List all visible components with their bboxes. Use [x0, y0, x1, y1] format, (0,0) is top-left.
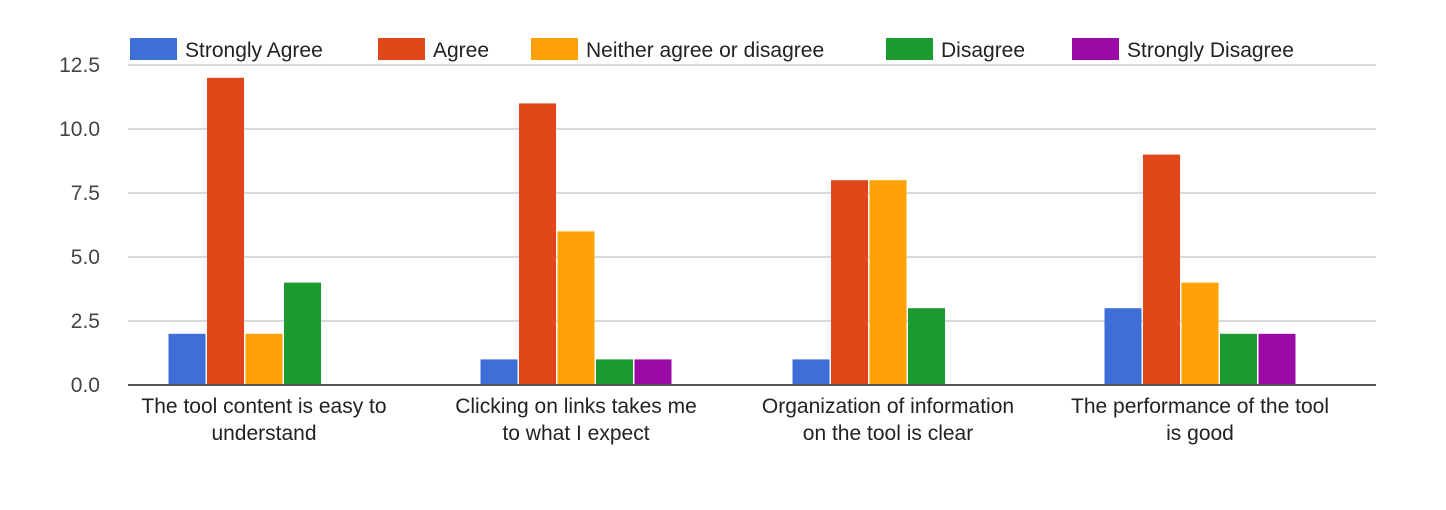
legend-label: Disagree: [941, 39, 1025, 62]
y-axis: 0.0 2.5 5.0 7.5 10.0 12.5: [59, 54, 100, 397]
legend-label: Neither agree or disagree: [586, 39, 824, 62]
bar-neither-agree-or-disagree: [245, 333, 283, 385]
bar-strongly-disagree: [1258, 333, 1296, 385]
legend-label: Agree: [433, 39, 489, 62]
category-label: The tool content is easy to: [141, 395, 386, 418]
y-tick-label: 2.5: [71, 310, 100, 333]
bar-neither-agree-or-disagree: [1181, 282, 1219, 385]
category-label: Organization of information: [762, 395, 1014, 418]
legend-item: Strongly Agree: [130, 38, 323, 62]
bar-agree: [1143, 154, 1180, 385]
category-label: Clicking on links takes me: [455, 395, 697, 418]
bar-disagree: [908, 308, 945, 385]
bar-disagree: [596, 359, 633, 385]
category-label: understand: [211, 422, 316, 445]
legend-swatch: [531, 38, 578, 60]
category-label: to what I expect: [502, 422, 649, 445]
bars: [168, 77, 1296, 386]
y-tick-label: 5.0: [71, 246, 100, 269]
legend-swatch: [886, 38, 933, 60]
category-label: is good: [1166, 422, 1234, 445]
legend-swatch: [378, 38, 425, 60]
y-tick-label: 7.5: [71, 182, 100, 205]
legend-item: Strongly Disagree: [1072, 38, 1294, 62]
bar-strongly-agree: [792, 359, 830, 385]
legend: Strongly Agree Agree Neither agree or disa…: [130, 38, 1294, 62]
legend-label: Strongly Agree: [185, 39, 323, 62]
bar-disagree: [1220, 333, 1257, 385]
bar-strongly-agree: [168, 333, 206, 385]
bar-strongly-disagree: [634, 359, 672, 385]
bar-disagree: [284, 282, 321, 385]
bar-neither-agree-or-disagree: [869, 180, 907, 385]
legend-swatch: [1072, 38, 1119, 60]
bar-strongly-agree: [480, 359, 518, 385]
legend-item: Neither agree or disagree: [531, 38, 824, 62]
x-axis: The tool content is easy to understand Cli…: [128, 384, 1376, 445]
y-tick-label: 0.0: [71, 374, 100, 397]
bar-strongly-agree: [1104, 308, 1142, 385]
legend-item: Agree: [378, 38, 489, 62]
y-tick-label: 12.5: [59, 54, 100, 77]
category-label: on the tool is clear: [803, 422, 973, 445]
legend-swatch: [130, 38, 177, 60]
bar-agree: [831, 180, 868, 385]
category-label: The performance of the tool: [1071, 395, 1329, 418]
bar-agree: [207, 77, 244, 386]
y-tick-label: 10.0: [59, 118, 100, 141]
bar-agree: [519, 103, 556, 386]
bar-neither-agree-or-disagree: [557, 231, 595, 385]
legend-label: Strongly Disagree: [1127, 39, 1294, 62]
legend-item: Disagree: [886, 38, 1025, 62]
